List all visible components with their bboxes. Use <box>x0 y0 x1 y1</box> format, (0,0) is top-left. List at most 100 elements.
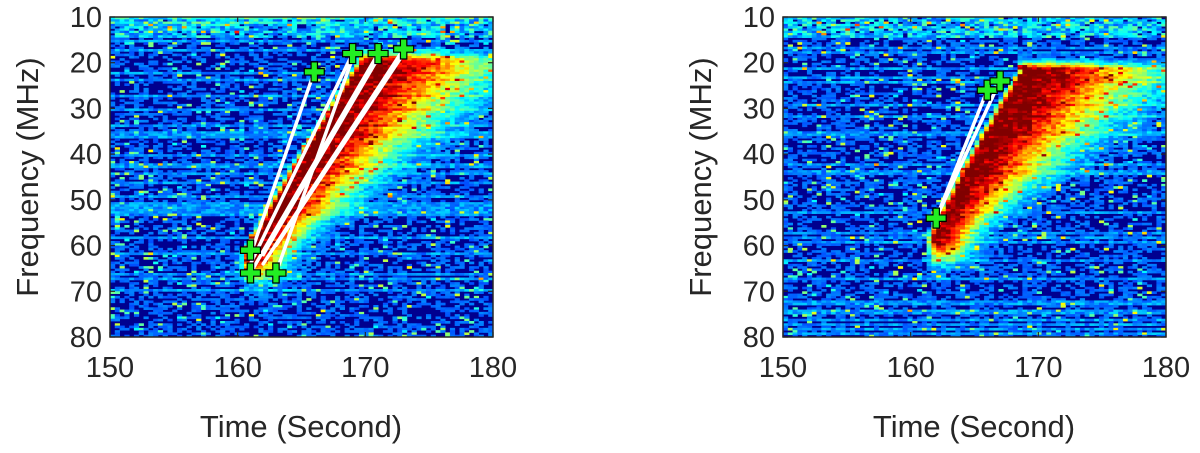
heat-cell <box>339 179 345 182</box>
heat-cell <box>215 78 221 82</box>
heat-cell <box>435 133 441 137</box>
heat-cell <box>335 65 341 68</box>
heat-cell <box>411 179 417 182</box>
heat-cell <box>339 190 345 194</box>
heat-cell <box>406 156 413 160</box>
heat-cell <box>167 46 173 50</box>
heat-cell <box>220 197 226 201</box>
heat-cell <box>306 131 312 134</box>
heat-cell <box>167 26 173 29</box>
heat-cell <box>378 78 384 82</box>
heat-cell <box>215 37 221 41</box>
heat-cell <box>282 174 288 178</box>
heat-cell <box>378 174 384 178</box>
heat-cell <box>263 131 269 134</box>
heat-cell <box>325 119 331 123</box>
heat-cell <box>392 85 398 89</box>
heat-cell <box>177 165 183 169</box>
heat-cell <box>282 165 288 169</box>
heat-cell <box>454 202 460 205</box>
heat-cell <box>397 177 403 180</box>
heat-cell <box>124 71 130 75</box>
heat-cell <box>177 85 183 89</box>
heat-cell <box>320 119 326 123</box>
heat-cell <box>133 33 140 36</box>
heat-cell <box>392 126 398 130</box>
heat-cell <box>325 113 331 116</box>
heat-cell <box>425 62 432 66</box>
heat-cell <box>291 154 298 157</box>
heat-cell <box>224 67 231 70</box>
heat-cell <box>119 49 125 52</box>
heat-cell <box>488 28 493 32</box>
heat-cell <box>411 183 417 187</box>
heat-cell <box>473 78 480 82</box>
heat-cell <box>421 165 427 169</box>
heat-cell <box>358 165 365 169</box>
heat-cell <box>464 195 470 198</box>
heat-cell <box>373 83 379 86</box>
heat-cell <box>287 193 293 196</box>
heat-cell <box>421 199 427 203</box>
heat-cell <box>153 156 159 160</box>
heat-cell <box>387 177 393 180</box>
heat-cell <box>277 39 283 43</box>
heat-cell <box>220 129 226 132</box>
heat-cell <box>287 90 293 93</box>
heat-cell <box>148 129 154 132</box>
heat-cell <box>325 199 331 203</box>
heat-cell <box>382 195 389 198</box>
heat-cell <box>478 55 484 59</box>
heat-cell <box>358 23 365 27</box>
heat-cell <box>459 19 465 22</box>
heat-cell <box>483 19 489 22</box>
heat-cell <box>464 103 470 107</box>
heat-cell <box>459 103 465 107</box>
heat-cell <box>110 23 116 27</box>
heat-cell <box>287 26 293 29</box>
heat-cell <box>440 39 446 43</box>
heat-cell <box>172 129 178 132</box>
heat-cell <box>382 156 389 160</box>
heat-cell <box>315 135 322 139</box>
heat-cell <box>186 103 192 107</box>
heat-cell <box>258 122 264 125</box>
heat-cell <box>330 204 336 208</box>
heat-cell <box>234 17 240 20</box>
heat-cell <box>421 202 427 205</box>
heat-cell <box>253 161 259 164</box>
heat-cell <box>406 193 413 196</box>
heat-cell <box>335 195 341 198</box>
heat-cell <box>167 49 173 52</box>
heat-cell <box>445 35 451 38</box>
heat-cell <box>402 99 408 102</box>
heat-cell <box>425 101 432 105</box>
heat-cell <box>392 110 398 114</box>
heat-cell <box>406 179 413 182</box>
heat-cell <box>291 94 298 98</box>
heat-cell <box>287 17 293 20</box>
heat-cell <box>473 197 480 201</box>
heat-cell <box>358 71 365 75</box>
heat-cell <box>234 19 240 22</box>
heat-cell <box>272 165 278 169</box>
heat-cell <box>296 106 302 109</box>
heat-cell <box>167 44 173 48</box>
heat-cell <box>205 46 211 50</box>
heat-cell <box>196 78 202 82</box>
heat-cell <box>349 138 355 141</box>
heat-cell <box>440 181 446 185</box>
heat-cell <box>287 163 293 166</box>
heat-cell <box>478 124 484 128</box>
heat-cell <box>258 69 264 73</box>
heat-cell <box>335 39 341 43</box>
heat-cell <box>181 124 187 128</box>
heat-cell <box>411 174 417 178</box>
heat-cell <box>344 28 350 32</box>
heat-cell <box>138 33 144 36</box>
heat-cell <box>411 193 417 196</box>
heat-cell <box>287 167 293 171</box>
heat-cell <box>205 158 211 162</box>
heat-cell <box>335 204 341 208</box>
heat-cell <box>397 110 403 114</box>
